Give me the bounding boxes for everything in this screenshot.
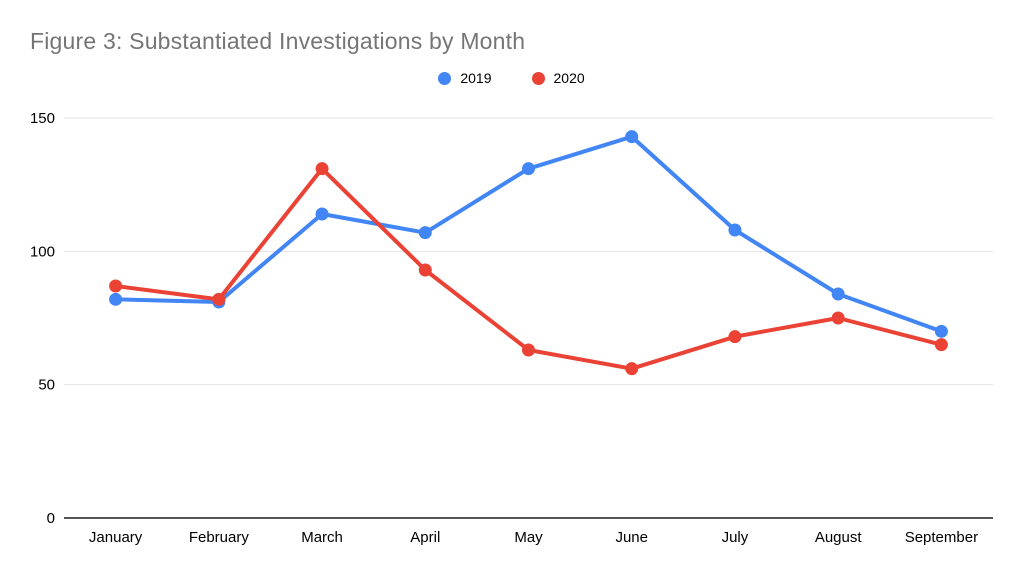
data-point-2020-June <box>625 362 639 376</box>
x-tick-label: March <box>301 529 343 546</box>
data-point-2019-May <box>522 162 535 176</box>
data-point-2020-April <box>418 263 432 277</box>
legend-label: 2020 <box>553 70 585 86</box>
y-tick-label: 100 <box>30 243 55 260</box>
y-tick-label: 50 <box>38 377 55 394</box>
data-point-2019-July <box>728 223 742 237</box>
data-point-2019-August <box>831 287 845 301</box>
legend-item-2019: 2019 <box>438 70 492 86</box>
data-point-2020-January <box>109 279 123 293</box>
data-point-2019-April <box>418 226 432 240</box>
x-tick-label: July <box>722 529 749 546</box>
x-tick-label: June <box>615 529 648 546</box>
data-point-2020-September <box>934 338 948 352</box>
x-tick-label: February <box>189 529 250 546</box>
legend-dot-icon <box>438 71 452 85</box>
legend-item-2020: 2020 <box>531 70 585 86</box>
figure-title: Figure 3: Substantiated Investigations b… <box>30 28 526 54</box>
data-point-2019-September <box>934 324 948 338</box>
data-point-2020-February <box>212 292 226 306</box>
data-point-2020-July <box>728 330 742 344</box>
data-point-2019-March <box>315 207 329 221</box>
x-tick-label: January <box>89 529 143 546</box>
x-tick-label: August <box>815 529 863 546</box>
y-tick-label: 0 <box>47 510 55 527</box>
y-tick-label: 150 <box>30 110 55 127</box>
legend-label: 2019 <box>460 70 492 86</box>
data-point-2019-June <box>625 130 639 144</box>
x-tick-label: September <box>905 529 978 546</box>
data-point-2020-March <box>315 162 329 176</box>
data-point-2020-May <box>522 343 535 357</box>
data-point-2020-August <box>831 311 845 325</box>
x-tick-label: May <box>514 529 543 546</box>
chart-legend: 2019 2020 <box>0 70 1023 86</box>
series-line-2020 <box>113 166 944 371</box>
data-point-2019-January <box>109 292 123 306</box>
legend-dot-icon <box>531 71 545 85</box>
x-tick-label: April <box>410 529 440 546</box>
